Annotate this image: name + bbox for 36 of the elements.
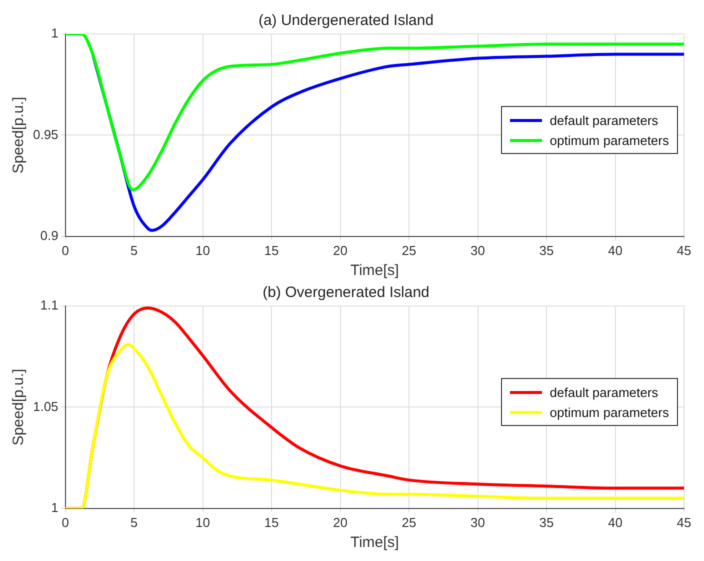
x-tick-label: 45 xyxy=(676,242,692,258)
x-tick-label: 25 xyxy=(402,514,416,530)
x-axis-title: Time[s] xyxy=(350,262,399,280)
x-tick-label: 10 xyxy=(196,242,210,258)
y-tick-label: 1 xyxy=(51,500,58,515)
chart-title: (a) Undergenerated Island xyxy=(258,12,434,30)
x-tick-label: 15 xyxy=(264,514,279,530)
x-tick-label: 15 xyxy=(264,242,279,258)
x-tick-label: 0 xyxy=(62,242,69,258)
x-tick-label: 35 xyxy=(539,514,554,530)
x-tick-label: 25 xyxy=(402,242,416,258)
x-tick-label: 20 xyxy=(333,242,348,258)
legend-label: default parameters xyxy=(550,384,658,400)
x-tick-label: 0 xyxy=(62,514,69,530)
x-tick-label: 30 xyxy=(470,514,485,530)
y-tick-label: 1.1 xyxy=(40,298,58,313)
chart-title: (b) Overgenerated Island xyxy=(262,284,430,302)
legend-label: optimum parameters xyxy=(550,132,669,148)
y-tick-label: 1.05 xyxy=(32,398,58,414)
y-axis-title: Speed[p.u.] xyxy=(10,96,28,174)
legend-label: default parameters xyxy=(550,112,658,128)
y-tick-label: 0.9 xyxy=(40,228,58,243)
x-tick-label: 10 xyxy=(196,514,210,530)
x-tick-label: 40 xyxy=(608,514,622,530)
x-tick-label: 45 xyxy=(676,514,692,530)
x-tick-label: 20 xyxy=(333,514,348,530)
x-axis-title: Time[s] xyxy=(350,534,399,552)
x-tick-label: 5 xyxy=(130,514,138,530)
x-tick-label: 5 xyxy=(130,242,138,258)
y-tick-label: 0.95 xyxy=(32,126,58,142)
x-tick-label: 40 xyxy=(608,242,622,258)
x-tick-label: 35 xyxy=(539,242,554,258)
y-axis-title: Speed[p.u.] xyxy=(10,368,28,446)
legend-label: optimum parameters xyxy=(550,404,669,420)
x-tick-label: 30 xyxy=(470,242,485,258)
y-tick-label: 1 xyxy=(51,26,58,41)
